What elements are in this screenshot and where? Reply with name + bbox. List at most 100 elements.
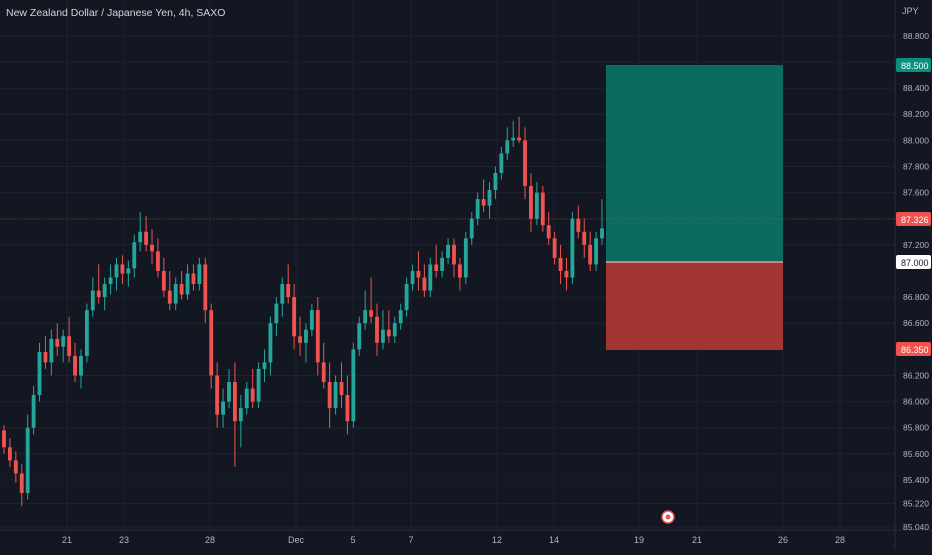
- candle-down: [375, 316, 379, 343]
- candle-down: [156, 251, 160, 271]
- chart-title: New Zealand Dollar / Japanese Yen, 4h, S…: [6, 7, 225, 19]
- candle-up: [570, 218, 575, 278]
- price-tick-label: 86.800: [903, 292, 929, 302]
- candle-down: [386, 329, 391, 337]
- candle-down: [120, 264, 125, 274]
- candle-up: [304, 329, 308, 343]
- candle-down: [191, 273, 196, 285]
- candle-down: [2, 430, 6, 448]
- candle-down: [96, 290, 101, 298]
- candle-down: [315, 310, 320, 363]
- candle-down: [232, 382, 237, 422]
- candle-up: [227, 382, 231, 402]
- candle-down: [19, 473, 24, 494]
- candle-down: [369, 310, 374, 317]
- candle-up: [487, 189, 492, 206]
- candle-down: [215, 375, 220, 415]
- candle-up: [238, 408, 243, 422]
- candle-down: [422, 277, 427, 291]
- time-tick-label: 21: [692, 535, 702, 545]
- candle-down: [144, 231, 149, 245]
- candle-up: [428, 264, 433, 291]
- candle-up: [185, 273, 190, 295]
- candle-up: [280, 284, 285, 304]
- time-tick-label: Dec: [288, 535, 305, 545]
- candle-up: [244, 388, 249, 409]
- candle-up: [351, 349, 356, 422]
- currency-label: JPY: [902, 6, 919, 16]
- candle-up: [126, 268, 131, 274]
- candle-up: [363, 310, 368, 324]
- candle-up: [534, 192, 539, 219]
- current-price-badge: 87.326: [896, 212, 931, 226]
- candle-up: [108, 277, 113, 285]
- candle-down: [564, 270, 569, 278]
- candle-up: [138, 231, 143, 243]
- candle-down: [327, 382, 332, 409]
- candle-up: [333, 382, 338, 409]
- entry-price: 87.000: [901, 258, 929, 268]
- candle-up: [392, 323, 397, 337]
- candle-up: [25, 427, 30, 494]
- price-tick-label: 88.800: [903, 31, 929, 41]
- candle-down: [552, 238, 557, 258]
- candle-up: [469, 218, 474, 239]
- time-tick-label: 5: [350, 535, 355, 545]
- take-profit-zone[interactable]: [606, 65, 783, 262]
- candle-up: [61, 336, 66, 347]
- candle-down: [576, 218, 581, 232]
- stop-loss-badge: 86.350: [896, 342, 931, 356]
- candle-down: [546, 225, 551, 239]
- candle-up: [309, 310, 314, 330]
- candle-up: [446, 244, 450, 258]
- candle-down: [73, 355, 77, 376]
- candle-down: [55, 338, 60, 347]
- candle-up: [357, 323, 362, 350]
- candle-up: [381, 329, 385, 343]
- candle-down: [161, 270, 166, 291]
- candle-up: [493, 172, 498, 190]
- candle-up: [398, 310, 403, 324]
- time-tick-label: 7: [408, 535, 413, 545]
- candle-up: [440, 257, 445, 271]
- candle-down: [13, 460, 18, 474]
- time-tick-label: 23: [119, 535, 129, 545]
- candle-up: [262, 362, 267, 369]
- price-tick-label: 87.800: [903, 161, 929, 171]
- time-tick-label: 19: [634, 535, 644, 545]
- price-tick-label: 86.600: [903, 318, 929, 328]
- price-axis[interactable]: JPY 88.80088.60088.40088.20088.00087.800…: [896, 6, 931, 532]
- position-tool[interactable]: [606, 65, 783, 350]
- candle-down: [298, 336, 302, 343]
- candle-down: [588, 244, 593, 265]
- candle-up: [505, 140, 510, 154]
- candle-down: [416, 270, 421, 278]
- candle-down: [209, 310, 214, 376]
- candle-down: [150, 244, 154, 252]
- price-tick-label: 85.400: [903, 475, 929, 485]
- candle-down: [540, 192, 545, 226]
- candle-up: [84, 310, 89, 356]
- current-price: 87.326: [901, 215, 929, 225]
- candle-up: [173, 284, 178, 304]
- candle-down: [43, 351, 48, 363]
- stop-loss-zone[interactable]: [606, 262, 783, 350]
- price-tick-label: 85.800: [903, 423, 929, 433]
- candle-up: [274, 303, 279, 324]
- candle-down: [321, 362, 326, 383]
- candle-up: [256, 368, 261, 402]
- time-tick-label: 28: [835, 535, 845, 545]
- candle-up: [600, 228, 604, 239]
- event-flag-icon[interactable]: [661, 510, 675, 524]
- candle-up: [221, 401, 225, 415]
- price-tick-label: 85.040: [903, 522, 929, 532]
- take-profit-price: 88.500: [901, 61, 929, 71]
- candle-down: [452, 244, 456, 265]
- candle-up: [90, 290, 95, 311]
- price-tick-label: 85.220: [903, 498, 929, 508]
- time-tick-label: 12: [492, 535, 502, 545]
- time-axis[interactable]: 21 23 28 Dec 5 7 12 14 19 21 26 28: [62, 535, 845, 545]
- candle-down: [250, 388, 255, 402]
